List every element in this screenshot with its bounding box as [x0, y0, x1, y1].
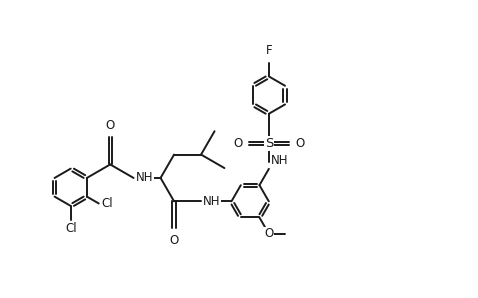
Text: NH: NH: [203, 195, 220, 208]
Text: F: F: [266, 44, 272, 57]
Text: Cl: Cl: [65, 222, 76, 235]
Text: O: O: [264, 227, 273, 240]
Text: NH: NH: [271, 154, 288, 167]
Text: O: O: [169, 234, 179, 247]
Text: Cl: Cl: [101, 197, 113, 210]
Text: O: O: [234, 137, 243, 150]
Text: NH: NH: [136, 171, 153, 184]
Text: O: O: [295, 137, 304, 150]
Text: S: S: [265, 137, 273, 150]
Text: O: O: [106, 119, 115, 132]
